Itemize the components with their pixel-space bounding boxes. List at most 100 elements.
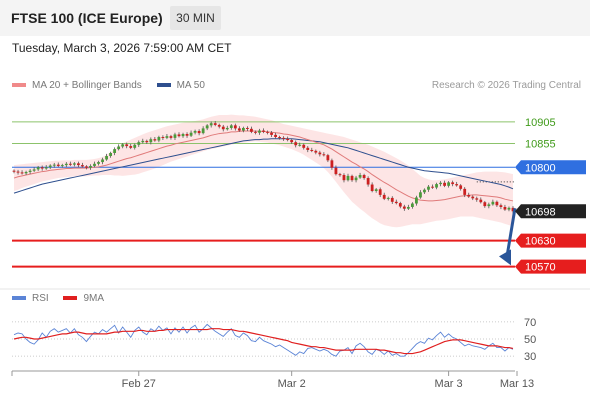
candle-body (447, 182, 451, 186)
candle-body (270, 132, 273, 135)
rsi-tick-label: 50 (524, 334, 536, 346)
candle-body (85, 166, 88, 168)
candle-body (382, 194, 386, 199)
candle-body (52, 164, 56, 166)
candle-body (439, 182, 442, 185)
legend-label-ma20: MA 20 + Bollinger Bands (32, 80, 142, 91)
candle-body (213, 123, 217, 125)
candle-body (503, 206, 507, 210)
x-tick-label: Mar 3 (435, 378, 463, 390)
candle-body (310, 149, 314, 151)
candle-body (141, 140, 145, 143)
candle-body (125, 144, 129, 147)
legend-swatch-ma50 (156, 83, 171, 88)
candle-body (410, 203, 414, 207)
candle-body (32, 169, 36, 171)
candle-body (491, 201, 495, 205)
candle-body (109, 153, 112, 157)
candle-body (133, 144, 137, 148)
candle-body (101, 159, 104, 163)
candle-body (507, 207, 511, 210)
candle-body (415, 197, 418, 204)
candle-body (350, 175, 354, 181)
legend-item-rsi: RSI (12, 293, 49, 304)
candle-body (374, 189, 378, 191)
level-label-box (515, 233, 586, 248)
level-label-10800: 10800 (515, 160, 586, 175)
x-tick-label: Mar 13 (500, 378, 534, 390)
candle-body (314, 150, 318, 153)
candle-body (499, 205, 503, 207)
candle-body (330, 160, 334, 168)
candle-body (246, 127, 249, 129)
candle-body (153, 139, 157, 141)
legend-swatch-rsi (12, 296, 26, 301)
candle-body (81, 165, 84, 167)
candle-body (306, 147, 310, 150)
legend-label-ma50: MA 50 (176, 80, 205, 91)
candle-body (193, 130, 197, 133)
legend-item-ma50: MA 50 (156, 80, 205, 91)
rsi-series-rsi (13, 323, 514, 357)
candles (12, 121, 515, 214)
forecast-arrow-head (499, 249, 511, 266)
candle-body (20, 172, 24, 174)
candle-body (366, 178, 370, 185)
level-label-text: 10800 (525, 162, 556, 174)
candle-body (209, 123, 213, 126)
candle-body (326, 155, 330, 161)
candle-body (266, 131, 269, 133)
candle-body (467, 194, 471, 197)
candle-body (201, 128, 205, 134)
candle-body (278, 137, 281, 139)
candle-body (97, 162, 100, 164)
rsi-legend: RSI 9MA (12, 293, 116, 304)
x-tick-label: Mar 2 (278, 378, 306, 390)
candle-body (76, 163, 80, 166)
candle-body (318, 152, 322, 155)
instrument-title: FTSE 100 (ICE Europe) (11, 10, 163, 26)
level-label-text: 10570 (525, 262, 556, 274)
candle-body (475, 198, 479, 200)
candle-body (435, 184, 438, 188)
candle-body (16, 171, 20, 173)
candle-body (24, 172, 28, 174)
legend-swatch-ma20 (12, 83, 26, 88)
candle-body (390, 197, 394, 202)
candle-body (217, 124, 221, 127)
candle-body (64, 163, 68, 166)
candle-body (177, 134, 181, 137)
candle-body (105, 156, 108, 160)
candle-body (334, 167, 338, 175)
candle-body (286, 138, 290, 141)
candle-body (370, 184, 374, 191)
candle-body (254, 131, 257, 133)
rsi-tick-label: 70 (524, 317, 536, 329)
candle-body (121, 144, 125, 147)
candle-body (294, 142, 298, 146)
level-label-10905: 10905 (525, 117, 556, 129)
candle-body (157, 137, 161, 141)
candle-body (233, 125, 237, 129)
candle-body (165, 136, 169, 138)
candle-body (511, 207, 515, 212)
candle-body (282, 137, 286, 139)
chart-header: FTSE 100 (ICE Europe) 30 MIN (0, 0, 590, 36)
candle-body (149, 139, 153, 143)
candle-body (362, 175, 366, 179)
level-label-10698: 10698 (515, 204, 586, 219)
candle-body (68, 163, 72, 165)
candle-body (161, 137, 165, 139)
timeframe-button[interactable]: 30 MIN (170, 6, 221, 30)
candle-body (354, 177, 358, 181)
candle-body (443, 182, 446, 186)
candle-body (221, 126, 225, 130)
candle-body (225, 127, 229, 130)
legend-item-9ma: 9MA (63, 293, 104, 304)
candle-body (487, 204, 491, 207)
candle-body (402, 206, 406, 209)
candle-body (113, 149, 117, 153)
rsi-series-9ma (13, 328, 514, 355)
candle-body (358, 175, 362, 178)
